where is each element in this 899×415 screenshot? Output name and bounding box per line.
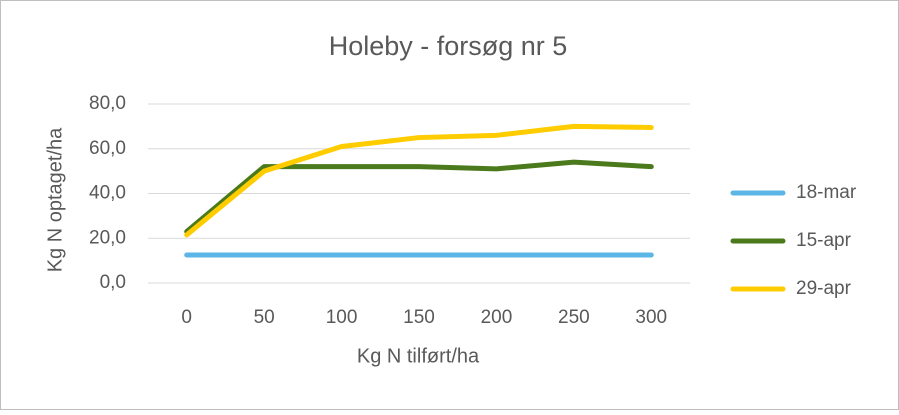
series-line: [184, 159, 654, 235]
x-tick-label: 300: [635, 307, 667, 328]
x-tick-label: 200: [481, 307, 513, 328]
x-tick-label: 0: [181, 307, 192, 328]
y-tick-label: 20,0: [89, 227, 126, 248]
y-tick-label: 60,0: [89, 138, 126, 159]
legend-label: 29-apr: [796, 278, 852, 299]
y-tick-label: 40,0: [89, 183, 126, 204]
y-tick-label: 80,0: [89, 93, 126, 114]
x-tick-label: 100: [326, 307, 358, 328]
chart-title: Holeby - forsøg nr 5: [329, 31, 568, 61]
legend-label: 15-apr: [796, 230, 852, 251]
x-tick-label: 150: [403, 307, 435, 328]
y-axis-title: Kg N optaget/ha: [44, 127, 66, 272]
y-tick-label: 0,0: [100, 272, 126, 293]
x-axis-title: Kg N tilført/ha: [357, 345, 480, 367]
x-tick-label: 50: [254, 307, 275, 328]
x-tick-label: 250: [558, 307, 590, 328]
legend-label: 18-mar: [796, 182, 857, 203]
series-line: [184, 123, 654, 238]
